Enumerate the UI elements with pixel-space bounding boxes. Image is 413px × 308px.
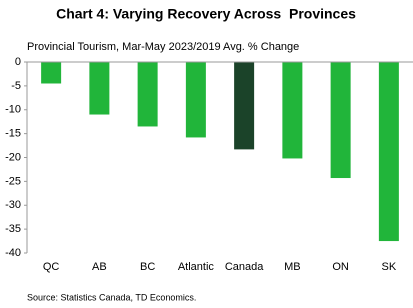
x-tick-label: ON — [332, 261, 349, 273]
y-tick-label: -25 — [5, 175, 21, 187]
y-tick-label: -40 — [5, 247, 21, 259]
y-tick-label: -15 — [5, 128, 21, 140]
bar — [185, 62, 206, 138]
chart-subtitle: Provincial Tourism, Mar-May 2023/2019 Av… — [27, 41, 299, 53]
x-tick-label: QC — [43, 261, 60, 273]
bar — [41, 62, 62, 84]
y-tick-label: 0 — [15, 56, 21, 68]
bar — [137, 62, 158, 127]
x-tick-label: Canada — [225, 261, 264, 273]
y-tick-label: -5 — [11, 80, 21, 92]
x-tick-label: BC — [140, 261, 155, 273]
y-tick-label: -10 — [5, 104, 21, 116]
y-tick-label: -30 — [5, 199, 21, 211]
x-tick-label: AB — [92, 261, 107, 273]
bar — [89, 62, 110, 115]
chart-title: Chart 4: Varying Recovery Across Provinc… — [56, 6, 356, 22]
bar — [234, 62, 255, 150]
source-note: Source: Statistics Canada, TD Economics. — [27, 292, 196, 302]
y-tick-label: -35 — [5, 223, 21, 235]
bar — [330, 62, 351, 179]
y-tick-label: -20 — [5, 151, 21, 163]
x-tick-label: Atlantic — [178, 261, 215, 273]
bar — [378, 62, 399, 242]
x-tick-label: SK — [382, 261, 397, 273]
bar — [282, 62, 303, 159]
x-tick-label: MB — [284, 261, 301, 273]
